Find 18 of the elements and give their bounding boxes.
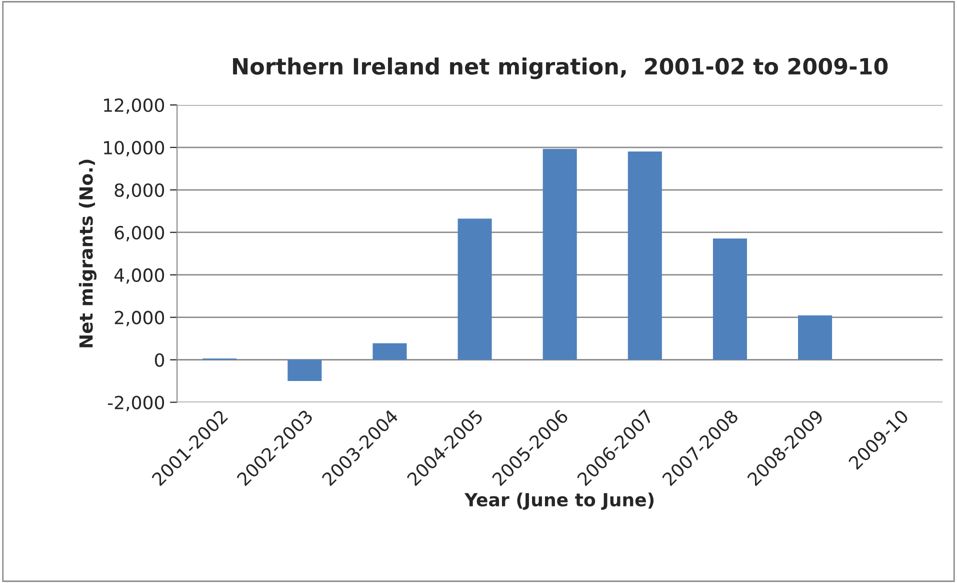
y-tick-label: 0: [154, 353, 164, 367]
bar: [288, 360, 322, 382]
y-tick-label: 2,000: [114, 310, 164, 326]
y-tick-label: 4,000: [114, 268, 164, 284]
bar: [372, 343, 407, 360]
bar: [458, 218, 492, 360]
y-tick-label: 6,000: [114, 226, 164, 242]
x-axis-title: Year (June to June): [464, 492, 654, 510]
chart-title: Northern Ireland net migration, 2001-02 to 2009-10: [233, 58, 888, 80]
bar: [798, 315, 832, 360]
bar: [542, 148, 577, 360]
y-axis-title: Net migrants (No.): [78, 160, 97, 348]
bar: [628, 151, 662, 360]
bar: [712, 238, 747, 360]
y-tick-label: -2,000: [108, 396, 164, 412]
y-tick-label: 12,000: [104, 98, 164, 114]
y-tick-label: 8,000: [114, 183, 164, 199]
y-tick-label: 10,000: [104, 140, 164, 156]
